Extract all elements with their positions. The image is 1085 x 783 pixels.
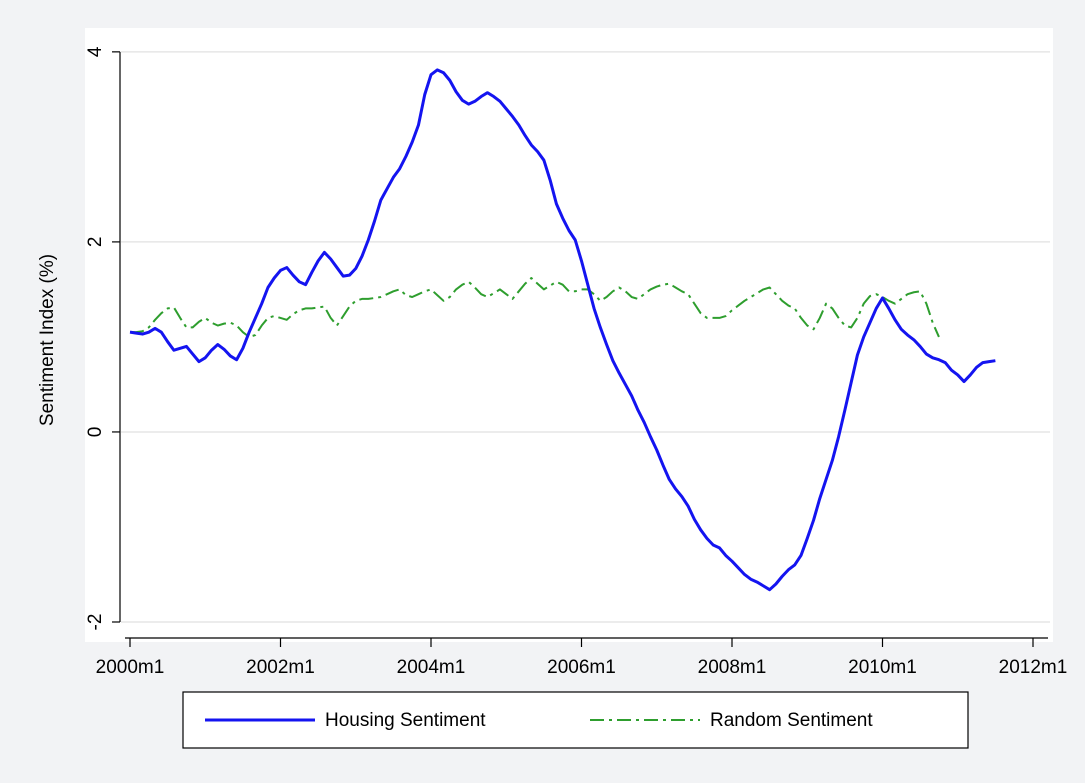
y-tick-label: -2: [85, 614, 106, 631]
legend-label: Housing Sentiment: [325, 710, 486, 731]
series-line: [130, 277, 940, 338]
x-tick-label: 2004m1: [397, 657, 466, 678]
series-line: [129, 68, 996, 592]
y-tick-label: 4: [85, 46, 106, 57]
y-tick-label: 2: [85, 237, 106, 248]
x-tick-label: 2010m1: [848, 657, 917, 678]
x-tick-label: 2002m1: [246, 657, 315, 678]
x-tick-label: 2000m1: [96, 657, 165, 678]
y-axis-label: Sentiment Index (%): [37, 254, 58, 426]
x-tick-label: 2006m1: [547, 657, 616, 678]
x-tick-label: 2008m1: [698, 657, 767, 678]
x-tick-label: 2012m1: [999, 657, 1068, 678]
legend-label: Random Sentiment: [710, 710, 873, 731]
y-tick-label: 0: [85, 427, 106, 438]
